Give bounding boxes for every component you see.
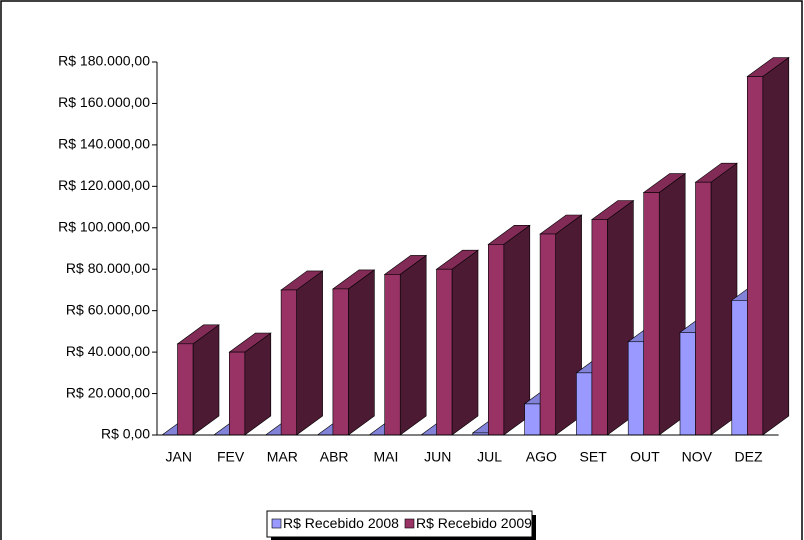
legend-label: R$ Recebido 2008 bbox=[283, 515, 399, 531]
legend-box bbox=[266, 510, 533, 538]
bar bbox=[695, 181, 712, 436]
legend: R$ Recebido 2008 R$ Recebido 2009 bbox=[266, 510, 536, 540]
bar bbox=[576, 372, 593, 436]
bar bbox=[746, 76, 764, 436]
bar bbox=[229, 351, 246, 436]
bar bbox=[280, 289, 297, 436]
bar-side bbox=[762, 56, 790, 436]
y-tick-label: R$ 40.000,00 bbox=[66, 343, 150, 359]
bar bbox=[679, 332, 696, 436]
x-tick-label: MAI bbox=[374, 449, 399, 465]
y-tick-label: R$ 80.000,00 bbox=[66, 260, 150, 276]
x-tick-label: OUT bbox=[630, 449, 660, 465]
x-tick-label: AGO bbox=[526, 449, 557, 465]
bar bbox=[436, 268, 453, 436]
x-tick-label: MAR bbox=[267, 449, 298, 465]
bar bbox=[332, 288, 349, 436]
y-tick-label: R$ 120.000,00 bbox=[58, 177, 150, 193]
bar bbox=[731, 300, 748, 436]
bar bbox=[539, 233, 556, 436]
y-tick-label: R$ 160.000,00 bbox=[58, 94, 150, 110]
legend-swatch bbox=[271, 518, 282, 529]
x-tick-label: FEV bbox=[217, 449, 245, 465]
bar-side bbox=[348, 269, 375, 436]
bar bbox=[627, 341, 645, 436]
y-tick-label: R$ 60.000,00 bbox=[66, 301, 150, 317]
bar-side bbox=[192, 324, 220, 436]
x-tick-label: NOV bbox=[682, 449, 713, 465]
bar bbox=[591, 219, 608, 436]
y-tick-label: R$ 140.000,00 bbox=[58, 136, 150, 152]
legend-label: R$ Recebido 2009 bbox=[416, 515, 532, 531]
x-tick-label: JUL bbox=[477, 449, 502, 465]
x-tick-label: JAN bbox=[166, 449, 192, 465]
x-tick-label: ABR bbox=[320, 449, 349, 465]
bar-side bbox=[399, 254, 427, 436]
bar bbox=[487, 244, 505, 436]
bar bbox=[524, 403, 541, 436]
y-tick-label: R$ 100.000,00 bbox=[58, 218, 150, 234]
y-tick-label: R$ 20.000,00 bbox=[66, 384, 150, 400]
x-tick-label: SET bbox=[580, 449, 608, 465]
x-tick-label: DEZ bbox=[735, 449, 763, 465]
bar bbox=[177, 343, 194, 436]
y-tick-label: R$ 0,00 bbox=[101, 426, 150, 442]
y-tick-label: R$ 180.000,00 bbox=[58, 53, 150, 69]
bar-side bbox=[296, 270, 323, 436]
bar-side bbox=[451, 249, 479, 436]
bar bbox=[384, 274, 401, 436]
legend-swatch bbox=[404, 518, 415, 529]
x-tick-label: JUN bbox=[424, 449, 451, 465]
bar bbox=[643, 192, 660, 436]
